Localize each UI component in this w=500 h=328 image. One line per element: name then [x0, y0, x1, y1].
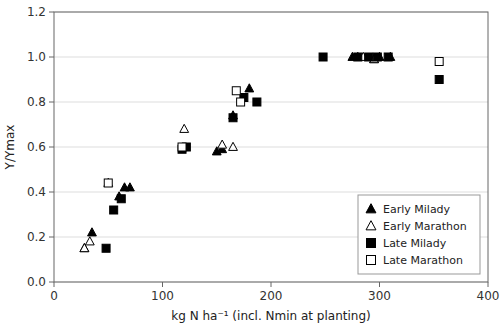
point: [104, 179, 112, 187]
point: [237, 98, 245, 106]
legend-marker: [366, 221, 376, 230]
x-tick: [488, 282, 489, 287]
y-tick-label: 0.0: [27, 275, 46, 289]
point: [354, 53, 362, 61]
point: [435, 58, 443, 66]
y-tick-label: 0.4: [27, 185, 46, 199]
grid: [54, 12, 488, 282]
y-tick: [49, 12, 54, 13]
point: [110, 206, 118, 214]
y-tick-label: 0.2: [27, 230, 46, 244]
y-tick: [49, 282, 54, 283]
point: [88, 228, 97, 236]
x-tick: [271, 282, 272, 287]
y-tick-label: 1.2: [27, 5, 46, 19]
x-tick-label: 300: [368, 289, 391, 303]
point: [319, 53, 327, 61]
x-tick: [162, 282, 163, 287]
point: [245, 84, 254, 92]
point: [232, 87, 240, 95]
y-tick-label: 0.8: [27, 95, 46, 109]
point: [353, 52, 362, 60]
grid-line: [54, 57, 488, 58]
y-tick: [49, 147, 54, 148]
y-axis-label: Y/Ymax: [3, 125, 17, 171]
legend-label: Early Milady: [383, 203, 451, 216]
y-tick-label: 0.6: [27, 140, 46, 154]
x-tick: [54, 282, 55, 287]
x-tick-label: 200: [260, 289, 283, 303]
point: [104, 178, 113, 186]
legend-marker: [366, 204, 376, 213]
legend-marker: [367, 239, 376, 248]
x-tick: [379, 282, 380, 287]
chart: 0 100 200 300 400 0.0 0.2 0.4 0.6 0.8 1.0 1.2 kg N h…: [0, 0, 500, 328]
point: [229, 142, 238, 150]
point: [117, 195, 125, 203]
legend-box: [358, 195, 480, 274]
y-tick: [49, 237, 54, 238]
series: [80, 52, 378, 251]
point: [373, 53, 381, 61]
point: [126, 183, 135, 191]
series: [104, 58, 443, 188]
x-tick-label: 0: [50, 289, 58, 303]
series: [80, 52, 395, 251]
point: [218, 140, 227, 148]
point: [365, 53, 373, 61]
point: [384, 53, 392, 61]
point: [85, 237, 94, 245]
y-tick-label: 1.0: [27, 50, 46, 64]
legend-marker: [367, 256, 376, 265]
point: [102, 244, 110, 252]
plot-frame: [54, 12, 488, 282]
axes: 0 100 200 300 400 0.0 0.2 0.4 0.6 0.8 1.0 1.2: [27, 5, 500, 303]
legend: Early Milady Early Marathon Late Milady Lat…: [358, 195, 480, 274]
legend-label: Late Milady: [383, 237, 447, 250]
y-tick: [49, 57, 54, 58]
y-tick: [49, 192, 54, 193]
point: [180, 124, 189, 132]
legend-label: Early Marathon: [383, 220, 467, 233]
x-tick-label: 100: [151, 289, 174, 303]
grid-line: [54, 147, 488, 148]
page: {"chart_data": { "type": "scatter", "xla…: [0, 0, 500, 328]
point: [435, 76, 443, 84]
y-tick: [49, 102, 54, 103]
legend-label: Late Marathon: [383, 254, 463, 267]
x-axis-label: kg N ha⁻¹ (incl. Nmin at planting): [171, 309, 370, 323]
x-tick-label: 400: [477, 289, 500, 303]
point: [178, 143, 186, 151]
point: [253, 98, 261, 106]
point: [229, 114, 237, 122]
grid-line: [54, 102, 488, 103]
plot-background: [54, 12, 488, 282]
